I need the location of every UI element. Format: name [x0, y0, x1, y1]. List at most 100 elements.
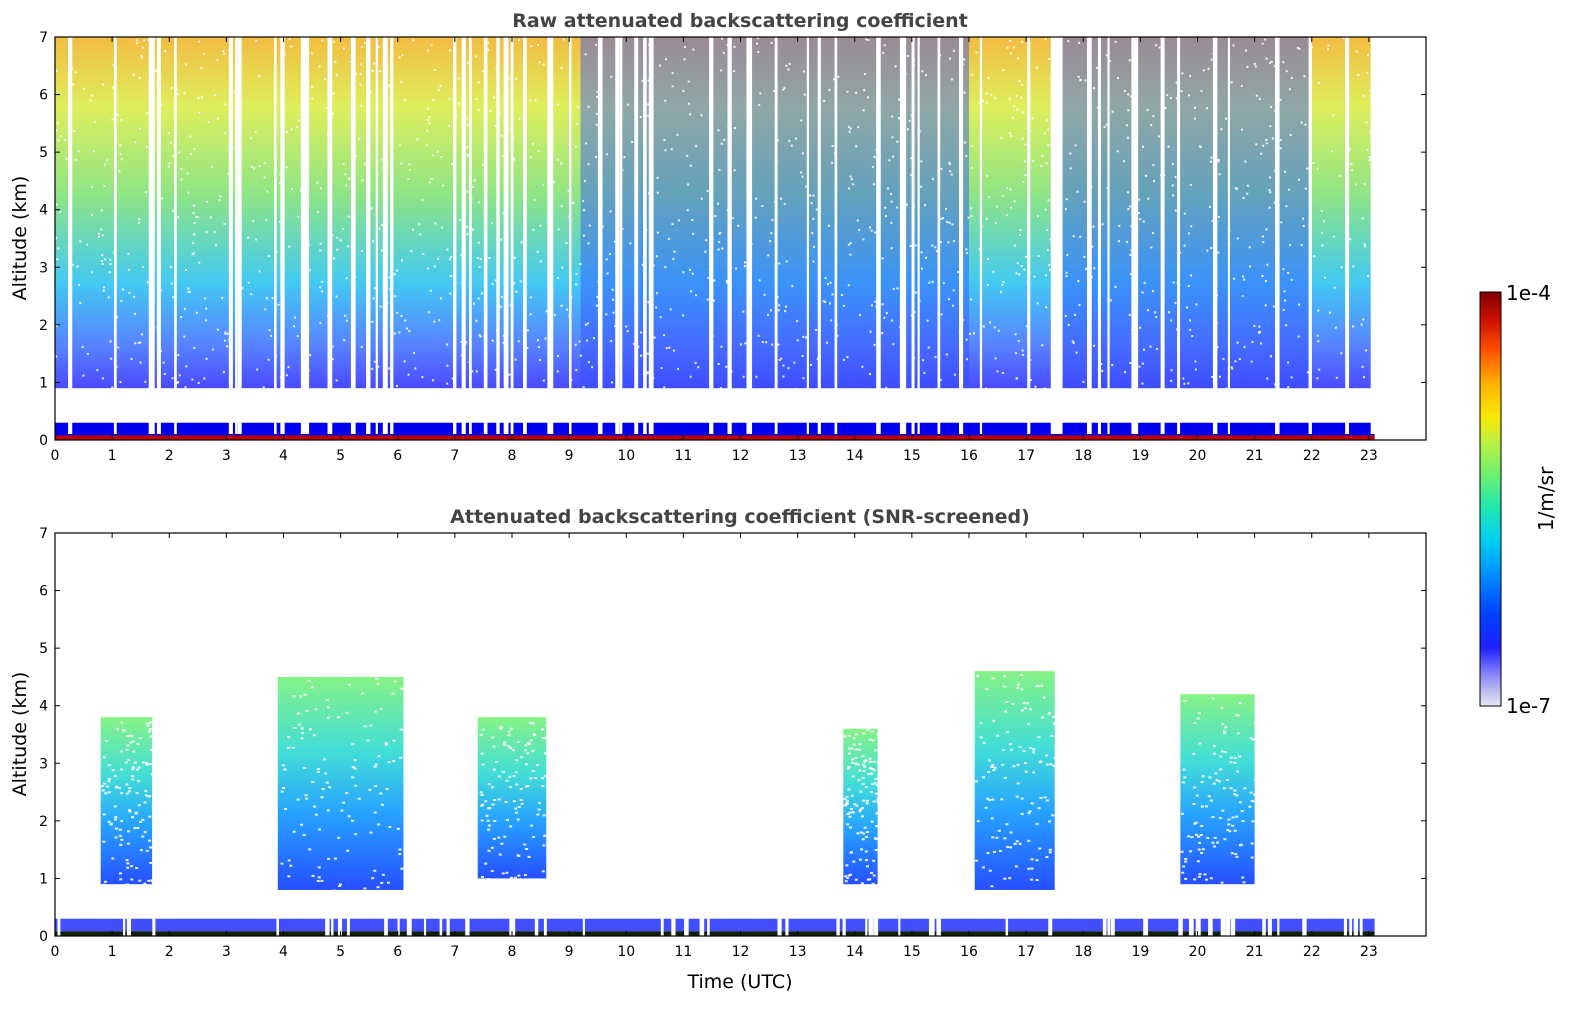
cloud-gap	[135, 768, 139, 771]
noise-gap	[1342, 37, 1345, 40]
noise-gap	[1002, 69, 1005, 72]
cloud-gap	[1001, 763, 1005, 766]
noise-gap	[763, 405, 766, 408]
noise-gap	[435, 396, 438, 399]
cloud-gap	[1251, 738, 1255, 741]
noise-gap	[427, 311, 430, 314]
cloud-gap	[535, 764, 539, 767]
noise-gap	[928, 281, 931, 284]
noise-gap	[697, 366, 700, 369]
noise-gap	[419, 233, 422, 236]
data-gap	[235, 37, 238, 434]
noise-gap	[426, 107, 429, 110]
cloud-gap	[859, 808, 863, 811]
noise-gap	[963, 91, 966, 94]
noise-gap	[1020, 83, 1023, 86]
noise-gap	[1283, 290, 1286, 293]
noise-gap	[465, 341, 468, 344]
noise-gap	[223, 132, 226, 135]
y-tick-label: 1	[39, 375, 48, 391]
noise-gap	[227, 173, 230, 176]
noise-gap	[743, 261, 746, 264]
noise-gap	[1146, 109, 1149, 112]
cloud-gap	[1009, 743, 1013, 746]
noise-gap	[836, 334, 839, 337]
noise-gap	[117, 346, 120, 349]
noise-gap	[965, 338, 968, 341]
cloud-gap	[1200, 825, 1204, 828]
noise-gap	[193, 233, 196, 236]
raw-backscatter-panel: Raw attenuated backscattering coefficien…	[9, 10, 1427, 464]
noise-gap	[733, 45, 736, 48]
noise-gap	[993, 326, 996, 329]
noise-gap	[103, 184, 106, 187]
cloud-gap	[845, 795, 849, 798]
noise-gap	[782, 88, 785, 91]
noise-gap	[246, 390, 249, 393]
cloud-gap	[876, 801, 880, 804]
noise-gap	[1323, 220, 1326, 223]
noise-gap	[1174, 301, 1177, 304]
noise-gap	[287, 366, 290, 369]
cloud-gap	[520, 802, 524, 805]
noise-gap	[970, 166, 973, 169]
noise-gap	[592, 337, 595, 340]
noise-gap	[180, 409, 183, 412]
cloud-gap	[1184, 860, 1188, 863]
noise-gap	[1023, 405, 1026, 408]
noise-gap	[1216, 346, 1219, 349]
noise-gap	[100, 209, 103, 212]
noise-gap	[134, 342, 137, 345]
cloud-gap	[987, 759, 991, 762]
noise-gap	[864, 73, 867, 76]
cloud-gap	[1198, 742, 1202, 745]
cloud-gap	[851, 762, 855, 765]
noise-gap	[921, 359, 924, 362]
data-gap	[346, 912, 350, 936]
noise-gap	[717, 248, 720, 251]
noise-gap	[763, 293, 766, 296]
cloud-gap	[1002, 675, 1006, 678]
noise-gap	[942, 216, 945, 219]
x-tick-label: 18	[1074, 448, 1092, 464]
noise-gap	[560, 162, 563, 165]
noise-gap	[1243, 278, 1246, 281]
noise-gap	[136, 42, 139, 45]
noise-gap	[180, 316, 183, 319]
cloud-gap	[998, 850, 1002, 853]
cloud-gap	[1235, 855, 1239, 858]
x-tick-label: 1	[108, 944, 117, 960]
noise-gap	[134, 141, 137, 144]
noise-gap	[1032, 402, 1035, 405]
noise-gap	[332, 257, 335, 260]
noise-gap	[672, 416, 675, 419]
noise-gap	[867, 39, 870, 42]
noise-gap	[1017, 339, 1020, 342]
data-gap	[836, 912, 840, 936]
noise-gap	[1092, 225, 1095, 228]
data-gap	[503, 37, 509, 434]
noise-gap	[1374, 68, 1377, 71]
noise-gap	[1033, 394, 1036, 397]
cloud-gap	[493, 799, 497, 802]
noise-gap	[1127, 208, 1130, 211]
noise-gap	[690, 290, 693, 293]
noise-gap	[112, 86, 115, 89]
noise-gap	[119, 153, 122, 156]
cloud-gap	[1003, 685, 1007, 688]
noise-gap	[595, 123, 598, 126]
noise-gap	[1071, 340, 1074, 343]
cloud-gap	[537, 808, 541, 811]
noise-gap	[319, 249, 322, 252]
cloud-gap	[1213, 836, 1217, 839]
noise-gap	[1187, 417, 1190, 420]
cloud-gap	[338, 884, 342, 887]
cloud-gap	[527, 855, 531, 858]
noise-gap	[868, 226, 871, 229]
cloud-gap	[363, 725, 367, 728]
noise-gap	[1367, 54, 1370, 57]
noise-gap	[965, 358, 968, 361]
noise-gap	[1364, 245, 1367, 248]
cloud-gap	[866, 728, 870, 731]
cloud-gap	[877, 777, 881, 780]
